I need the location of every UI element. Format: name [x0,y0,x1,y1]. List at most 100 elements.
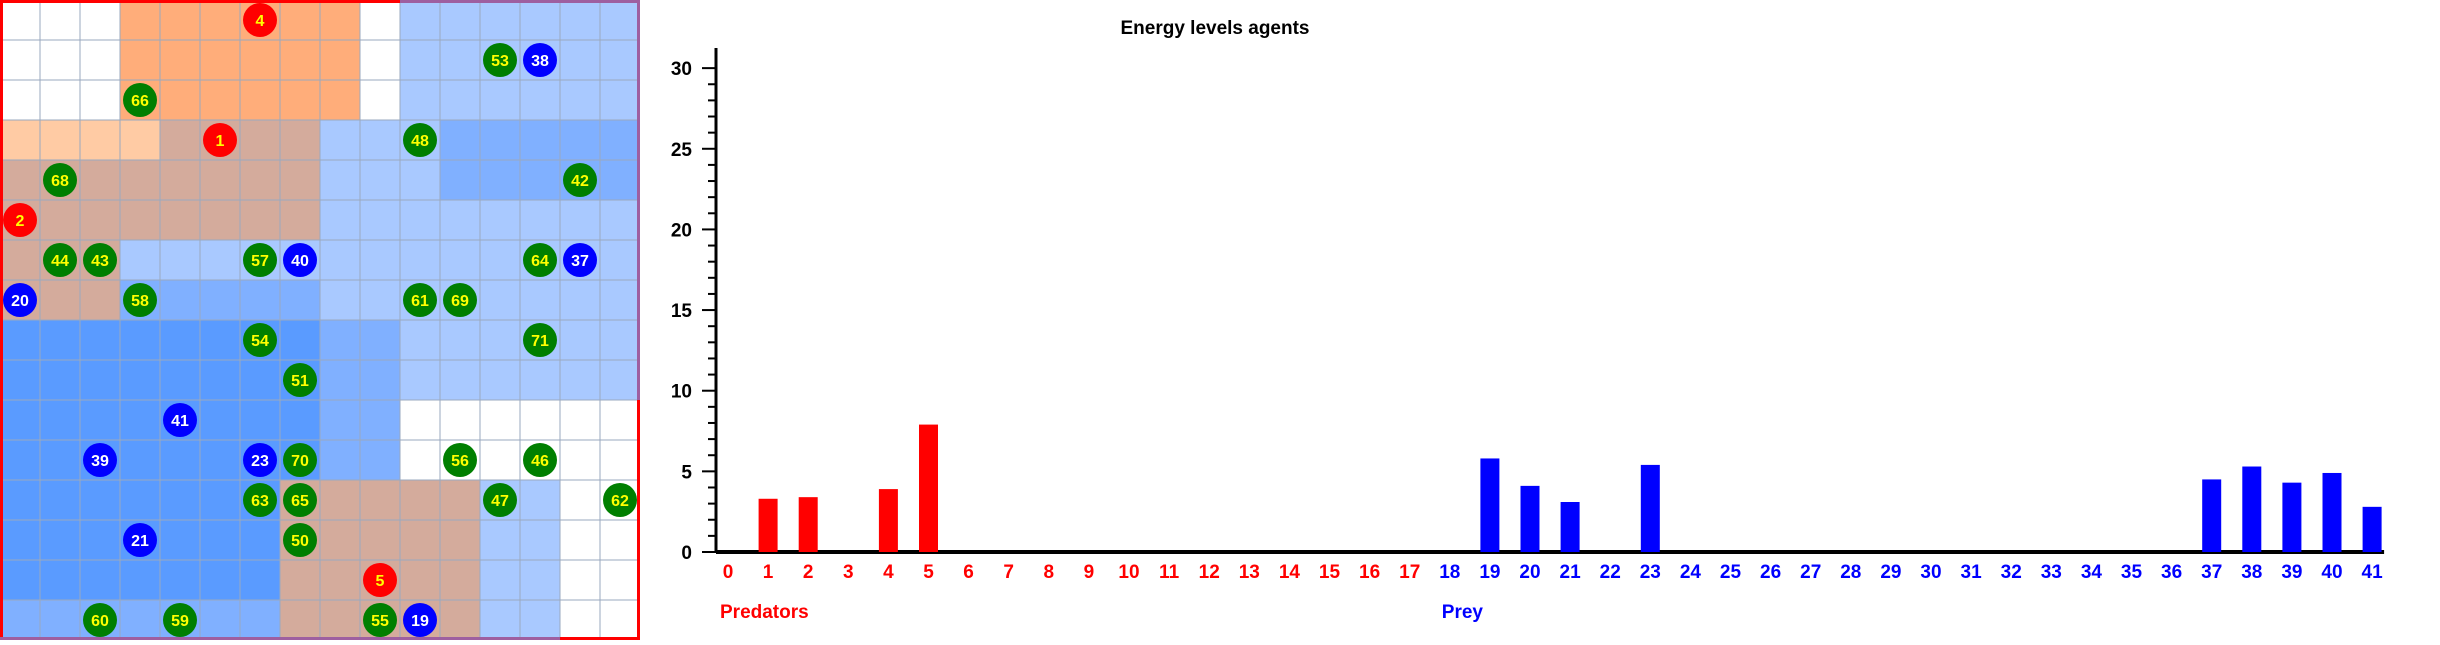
grid-cell [519,0,561,41]
grid-cell [599,159,641,201]
grid-cell [79,119,121,161]
grid-cell [559,479,601,521]
grid-cell [439,559,481,601]
grid-cell [279,319,321,361]
grass-agent-dot [283,443,317,477]
agent-id-label: 43 [91,253,109,270]
grid-cell [79,0,121,41]
grid-cell [479,439,521,481]
grid-cell [399,199,441,241]
grid-cell [119,559,161,601]
grid-cell [559,319,601,361]
x-tick-label: 2 [803,562,814,583]
agent-id-label: 42 [571,173,589,190]
grid-cell [519,119,561,161]
grass-agent-dot [283,483,317,517]
x-tick-label: 23 [1640,562,1661,583]
grid-cell [0,559,41,601]
grid-cell [399,319,441,361]
grid-cell [479,359,521,401]
grid-cell [599,319,641,361]
x-tick-label: 21 [1560,562,1582,583]
grid-cell [119,39,161,81]
agent-id-label: 21 [131,533,149,550]
grid-cell [519,279,561,321]
x-tick-label: 35 [2121,562,2143,583]
x-tick-label: 41 [2362,562,2384,583]
grid-cell [279,599,321,641]
grid-cell [399,519,441,561]
grid-cell [159,39,201,81]
grid-cell [199,39,241,81]
grid-cell [0,519,41,561]
prey-agent: 20 [3,283,37,317]
grass-agent-dot [523,243,557,277]
agent-id-label: 47 [491,493,509,510]
grid-cell [0,359,41,401]
grid-cell [519,159,561,201]
grid-cell [559,0,601,41]
x-tick-label: 18 [1439,562,1460,583]
grid-cell [199,599,241,641]
grass-agent-dot [43,243,77,277]
grid-cell [319,0,361,41]
grid-cell [439,199,481,241]
agent-id-label: 57 [251,253,269,270]
prey-agent-dot [123,523,157,557]
grid-cell [359,39,401,81]
grid-cell [39,279,81,321]
agent-id-label: 1 [216,133,225,150]
prey-agent-dot [283,243,317,277]
grid-cell [599,439,641,481]
grid-cell [119,199,161,241]
agent-id-label: 62 [611,493,629,510]
agent-id-label: 23 [251,453,269,470]
grid-cell [359,159,401,201]
grid-cell [279,559,321,601]
grass-agent: 64 [523,243,557,277]
grid-cell [319,599,361,641]
grid-cell [79,199,121,241]
x-tick-label: 19 [1479,562,1500,583]
grass-agent: 48 [403,123,437,157]
grid-cell [279,399,321,441]
grid-cell [279,79,321,121]
x-tick-label: 0 [723,562,734,583]
agent-id-label: 66 [131,93,149,110]
grid-cell [319,439,361,481]
grid-cell [359,519,401,561]
agent-id-label: 48 [411,133,429,150]
grass-agent-dot [243,243,277,277]
bar-39 [2282,482,2302,552]
agent-id-label: 59 [171,613,189,630]
grass-agent: 54 [243,323,277,357]
grid-cell [239,559,281,601]
x-tick-label: 5 [923,562,934,583]
grid-cell [319,119,361,161]
agent-id-label: 37 [571,253,589,270]
predator-agent-dot [363,563,397,597]
prey-agent-dot [403,603,437,637]
grid-cell [199,279,241,321]
grid-cell [399,0,441,41]
grid-cell [439,79,481,121]
grid-cell [79,479,121,521]
grid-cell [79,359,121,401]
grid-cell [39,119,81,161]
predator-agent: 2 [3,203,37,237]
grid-cell [439,479,481,521]
x-tick-label: 33 [2041,562,2062,583]
grid-cell [39,0,81,41]
grid-cell [39,519,81,561]
grid-cell [519,559,561,601]
grid-cell [599,39,641,81]
agent-id-label: 4 [256,13,265,30]
grid-cell [39,199,81,241]
grass-agent: 56 [443,443,477,477]
grid-cell [159,159,201,201]
grid-cell [439,239,481,281]
grass-agent: 47 [483,483,517,517]
grid-cell [519,519,561,561]
grid-cell [0,439,41,481]
